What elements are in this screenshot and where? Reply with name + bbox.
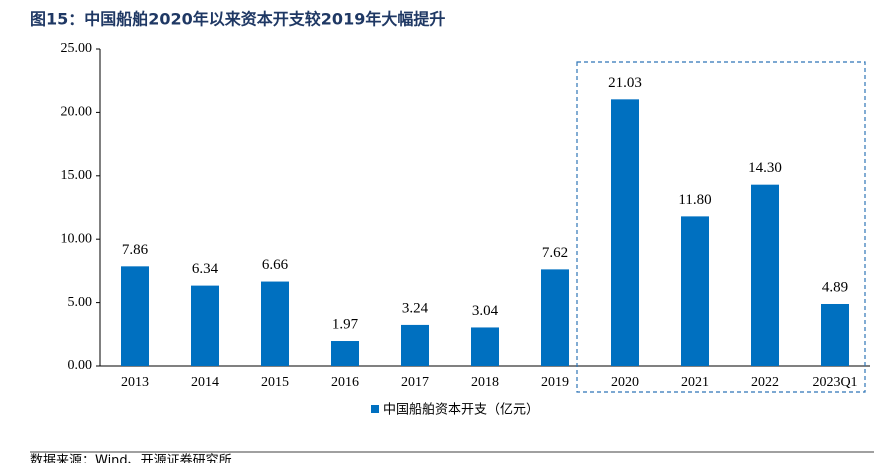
bar — [751, 184, 779, 366]
x-tick-label: 2016 — [331, 375, 359, 390]
chart-title: 图15：中国船舶2020年以来资本开支较2019年大幅提升 — [30, 10, 445, 29]
x-tick-label: 2023Q1 — [812, 375, 857, 390]
bar — [331, 341, 359, 366]
y-tick-label: 5.00 — [68, 295, 93, 310]
y-tick-label: 25.00 — [61, 41, 93, 56]
bar — [261, 281, 289, 366]
source-note: 数据来源：Wind、开源证券研究所 — [30, 453, 232, 463]
x-tick-label: 2020 — [611, 375, 639, 390]
y-tick-label: 15.00 — [61, 168, 93, 183]
bar — [541, 269, 569, 366]
legend-swatch — [371, 405, 379, 413]
data-label: 7.62 — [542, 245, 568, 261]
bar — [681, 216, 709, 366]
data-label: 3.24 — [402, 300, 429, 316]
data-label: 7.86 — [122, 242, 149, 258]
bar — [191, 285, 219, 366]
data-label: 4.89 — [822, 279, 848, 295]
bar — [821, 303, 849, 366]
y-tick-label: 0.00 — [68, 358, 93, 373]
highlight-box — [576, 61, 866, 393]
x-tick-label: 2015 — [261, 375, 289, 390]
legend-label: 中国船舶资本开支（亿元） — [383, 402, 539, 418]
x-tick-label: 2013 — [121, 375, 149, 390]
data-label: 11.80 — [678, 192, 711, 208]
bar — [401, 324, 429, 366]
bar — [471, 327, 499, 366]
x-tick-label: 2017 — [401, 375, 429, 390]
data-label: 1.97 — [332, 316, 359, 332]
bar — [611, 99, 639, 366]
x-tick-label: 2018 — [471, 375, 499, 390]
x-tick-label: 2022 — [751, 375, 779, 390]
y-tick-label: 10.00 — [61, 231, 93, 246]
data-label: 6.34 — [192, 261, 219, 277]
data-label: 3.04 — [472, 303, 499, 319]
data-label: 21.03 — [608, 75, 642, 91]
x-tick-label: 2021 — [681, 375, 709, 390]
bar — [121, 266, 149, 366]
x-tick-label: 2014 — [191, 375, 219, 390]
data-label: 6.66 — [262, 257, 289, 273]
data-label: 14.30 — [748, 160, 782, 176]
y-tick-label: 20.00 — [61, 105, 93, 120]
x-tick-label: 2019 — [541, 375, 569, 390]
